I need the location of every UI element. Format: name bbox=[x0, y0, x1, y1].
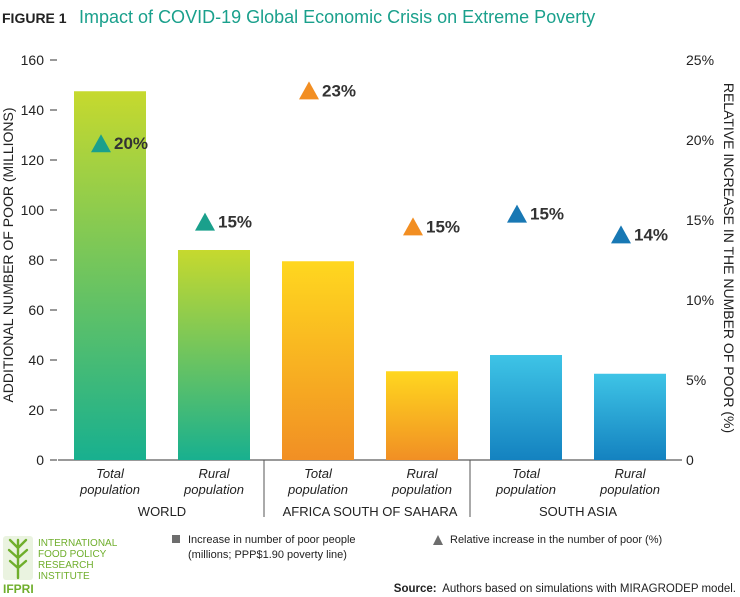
source-label: Source: bbox=[394, 583, 437, 595]
ifpri-logo: INTERNATIONAL FOOD POLICY RESEARCH INSTI… bbox=[3, 536, 118, 596]
percent-label-6: 14% bbox=[634, 225, 668, 244]
percent-label-2: 15% bbox=[218, 213, 252, 232]
triangle-marker-4 bbox=[403, 217, 423, 236]
y2-tick-label: 15% bbox=[686, 212, 714, 228]
legend-bar-line-2: (millions; PPP$1.90 poverty line) bbox=[188, 549, 347, 561]
bar-2 bbox=[178, 250, 250, 460]
source-note: Source: Authors based on simulations wit… bbox=[394, 583, 736, 595]
percent-label-5: 15% bbox=[530, 205, 564, 224]
y-tick-label: 100 bbox=[21, 202, 45, 218]
y2-axis-title: RELATIVE INCREASE IN THE NUMBER OF POOR … bbox=[721, 83, 737, 433]
bar-5 bbox=[490, 355, 562, 460]
group-labels: WORLD AFRICA SOUTH OF SAHARA SOUTH ASIA bbox=[138, 504, 618, 519]
category-label: Total bbox=[512, 466, 541, 481]
category-label: Rural bbox=[198, 466, 230, 481]
bar-6 bbox=[594, 373, 666, 460]
y-tick-label: 60 bbox=[28, 302, 44, 318]
triangle-series: 20% 15% 23% 15% 15% 14% bbox=[91, 81, 668, 244]
triangle-marker-5 bbox=[507, 204, 527, 223]
y-tick-label: 160 bbox=[21, 52, 45, 68]
legend: Increase in number of poor people (milli… bbox=[172, 534, 662, 561]
y-tick-label: 0 bbox=[36, 452, 44, 468]
bar-series bbox=[74, 91, 666, 460]
legend-bar-swatch bbox=[172, 535, 180, 543]
y-tick-label: 140 bbox=[21, 102, 45, 118]
figure-label: FIGURE 1 bbox=[2, 10, 67, 26]
y-tick-label: 120 bbox=[21, 152, 45, 168]
y2-tick-label: 0 bbox=[686, 452, 694, 468]
y-tick-label: 80 bbox=[28, 252, 44, 268]
bar-4 bbox=[386, 371, 458, 460]
y2-tick-label: 25% bbox=[686, 52, 714, 68]
y-tick-label: 40 bbox=[28, 352, 44, 368]
wheat-icon bbox=[3, 536, 33, 580]
category-label: population bbox=[391, 482, 452, 497]
category-label: population bbox=[183, 482, 244, 497]
triangle-marker-1 bbox=[91, 134, 111, 153]
legend-triangle-swatch bbox=[433, 535, 443, 545]
logo-line-3: RESEARCH bbox=[38, 560, 94, 571]
y2-tick-label: 5% bbox=[686, 372, 706, 388]
percent-label-4: 15% bbox=[426, 217, 460, 236]
bar-1 bbox=[74, 91, 146, 460]
category-label: Total bbox=[304, 466, 333, 481]
category-labels: TotalpopulationRuralpopulationTotalpopul… bbox=[79, 466, 660, 497]
logo-line-2: FOOD POLICY bbox=[38, 549, 107, 560]
logo-line-4: INSTITUTE bbox=[38, 571, 90, 582]
triangle-marker-3 bbox=[299, 81, 319, 100]
y-axis-ticks: 0 20 40 60 80 100 120 140 160 bbox=[21, 52, 57, 468]
triangle-marker-6 bbox=[611, 225, 631, 244]
bar-3 bbox=[282, 261, 354, 460]
y-axis-title: ADDITIONAL NUMBER OF POOR (MILLIONS) bbox=[0, 107, 16, 402]
triangle-marker-2 bbox=[195, 212, 215, 231]
group-label: AFRICA SOUTH OF SAHARA bbox=[283, 504, 458, 519]
category-label: population bbox=[79, 482, 140, 497]
source-text: Authors based on simulations with MIRAGR… bbox=[442, 583, 736, 595]
group-label: SOUTH ASIA bbox=[539, 504, 617, 519]
category-label: Total bbox=[96, 466, 125, 481]
category-label: Rural bbox=[406, 466, 438, 481]
legend-triangle-label: Relative increase in the number of poor … bbox=[450, 534, 662, 546]
logo-acronym: IFPRI bbox=[3, 582, 34, 596]
percent-label-1: 20% bbox=[114, 134, 148, 153]
figure-title: FIGURE 1 Impact of COVID-19 Global Econo… bbox=[2, 7, 595, 27]
y2-axis-ticks: 0 5% 10% 15% 20% 25% bbox=[686, 52, 714, 468]
category-label: population bbox=[495, 482, 556, 497]
y2-tick-label: 20% bbox=[686, 132, 714, 148]
percent-label-3: 23% bbox=[322, 81, 356, 100]
group-label: WORLD bbox=[138, 504, 186, 519]
category-label: population bbox=[287, 482, 348, 497]
logo-line-1: INTERNATIONAL bbox=[38, 538, 118, 549]
category-label: population bbox=[599, 482, 660, 497]
legend-bar-line-1: Increase in number of poor people bbox=[188, 534, 356, 546]
category-label: Rural bbox=[614, 466, 646, 481]
y-tick-label: 20 bbox=[28, 402, 44, 418]
figure-title-text: Impact of COVID-19 Global Economic Crisi… bbox=[79, 7, 595, 27]
y2-tick-label: 10% bbox=[686, 292, 714, 308]
